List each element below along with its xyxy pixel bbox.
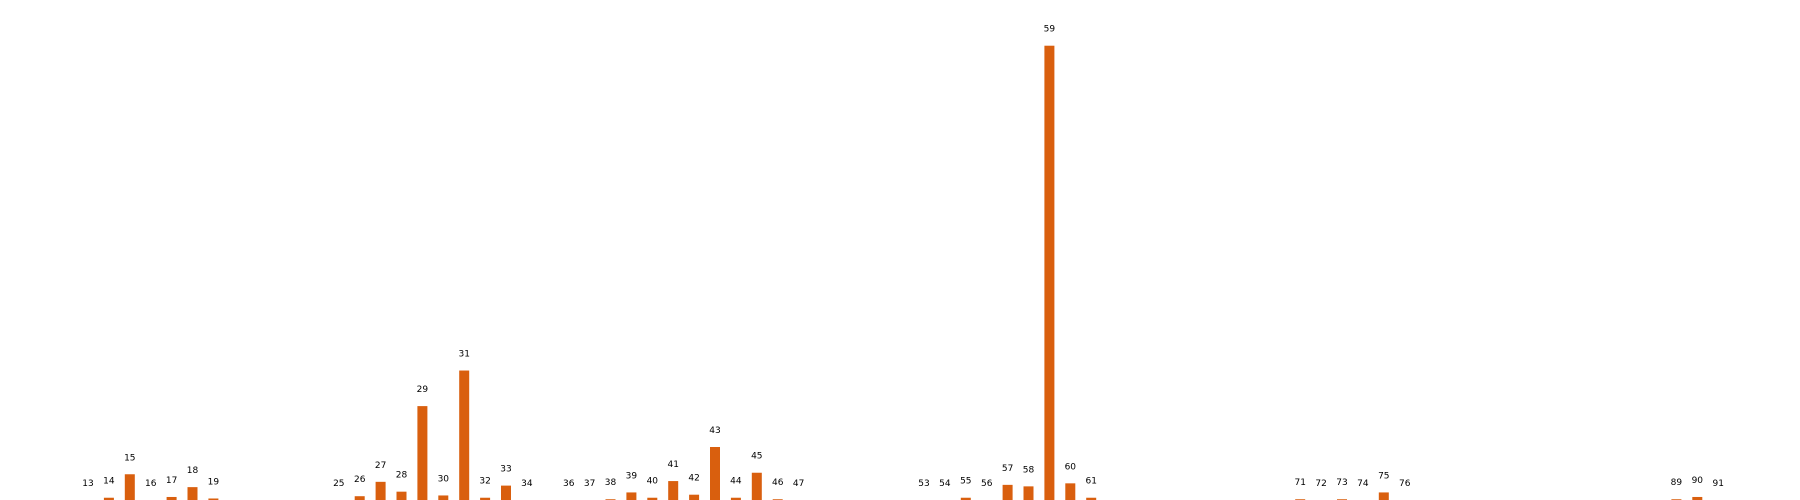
bar-label-27: 27 [375,461,386,471]
bars-group [103,45,1703,500]
bar-label-61: 61 [1085,477,1096,487]
bar-label-25: 25 [333,479,344,489]
bar-39 [626,492,637,500]
bar-label-91: 91 [1712,479,1723,489]
bar-label-72: 72 [1315,479,1326,489]
bar-label-60: 60 [1065,462,1077,472]
bar-label-75: 75 [1378,471,1389,481]
bar-label-28: 28 [396,471,408,481]
bar-label-90: 90 [1692,476,1704,486]
bar-label-74: 74 [1357,479,1369,489]
bar-label-32: 32 [479,477,490,487]
bar-43 [710,447,720,500]
bar-33 [501,485,511,500]
bar-label-58: 58 [1023,465,1035,475]
bar-label-19: 19 [208,477,220,487]
bar-label-41: 41 [667,460,678,470]
bar-29 [417,406,428,500]
bar-label-18: 18 [187,466,199,476]
bar-75 [1378,492,1389,500]
bar-label-46: 46 [772,478,784,488]
bar-label-17: 17 [166,476,177,486]
bar-40 [647,497,658,500]
bar-label-14: 14 [103,477,115,487]
bar-45 [751,472,762,500]
bar-label-13: 13 [82,479,93,489]
bar-58 [1023,486,1034,500]
bar-44 [730,497,741,500]
bar-label-26: 26 [354,475,366,485]
bar-27 [375,481,386,500]
bar-label-55: 55 [960,477,971,487]
bar-90 [1692,496,1703,500]
bar-label-37: 37 [584,479,595,489]
bar-59 [1044,45,1055,500]
bar-label-54: 54 [939,479,951,489]
bar-32 [480,497,491,500]
bar-42 [689,494,700,500]
bar-label-47: 47 [793,479,804,489]
bar-57 [1002,484,1013,500]
bar-label-34: 34 [521,479,533,489]
bar-61 [1086,497,1097,500]
bar-label-59: 59 [1044,25,1056,35]
bar-28 [396,491,407,500]
bar-label-53: 53 [918,479,929,489]
labels-group: 13 14 15 16 17 18 19 25 26 27 28 29 30 31 32 33 34 36 37 38… [82,25,1724,489]
bar-label-43: 43 [709,426,720,436]
bar-31 [459,370,470,500]
bar-label-57: 57 [1002,464,1013,474]
bar-label-42: 42 [688,474,699,484]
bar-label-38: 38 [605,478,617,488]
bar-label-71: 71 [1294,478,1305,488]
bar-label-45: 45 [751,452,762,462]
bar-14 [103,497,114,500]
bar-label-44: 44 [730,477,742,487]
bar-15 [124,474,135,500]
bar-label-73: 73 [1336,478,1347,488]
bar-label-16: 16 [145,479,157,489]
bar-41 [668,481,679,500]
bar-label-33: 33 [500,465,511,475]
bar-26 [354,496,365,500]
bar-55 [960,497,971,500]
bar-label-29: 29 [417,385,429,395]
bar-19 [208,498,219,500]
bar-18 [187,487,198,500]
bar-17 [166,496,177,500]
bar-label-39: 39 [626,471,638,481]
bar-label-56: 56 [981,479,993,489]
bar-label-15: 15 [124,453,135,463]
bar-label-89: 89 [1671,478,1683,488]
bar-60 [1065,483,1076,500]
bar-label-76: 76 [1399,479,1411,489]
bar-label-30: 30 [438,474,450,484]
bar-30 [438,495,449,500]
bar-label-31: 31 [458,350,469,360]
bar-label-40: 40 [647,477,659,487]
bar-label-36: 36 [563,479,575,489]
